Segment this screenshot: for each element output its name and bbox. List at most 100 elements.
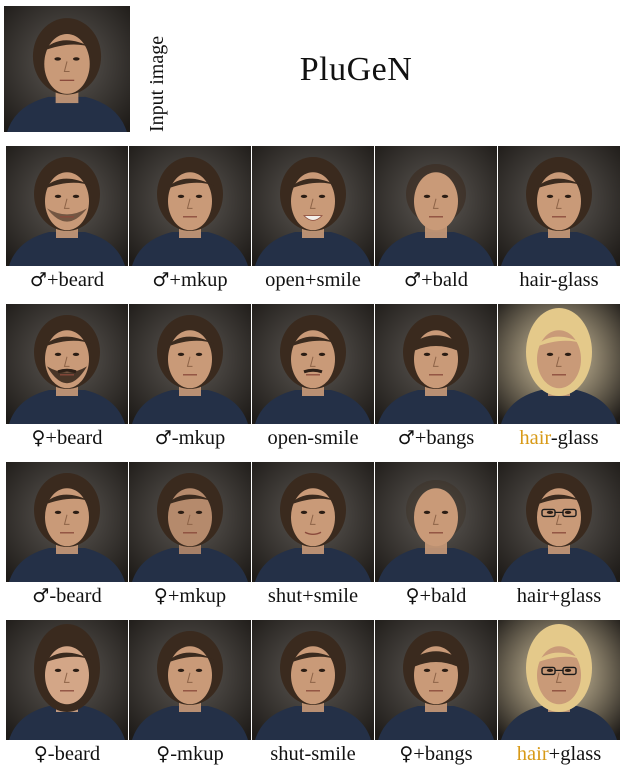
result-cell: ♂-beard — [6, 462, 128, 620]
result-cell: ♀+bangs — [375, 620, 497, 778]
attribute-caption: hair+glass — [492, 583, 626, 609]
generated-face-image — [375, 620, 497, 740]
caption-text: shut+smile — [267, 585, 359, 607]
result-cell: shut+smile — [252, 462, 374, 620]
gender-symbol: ♀ — [405, 585, 420, 607]
gender-symbol: ♂ — [154, 427, 172, 449]
result-cell: ♀+beard — [6, 304, 128, 462]
caption-text: open+smile — [265, 269, 361, 291]
attribute-caption: hair+glass — [492, 741, 626, 767]
generated-face-image — [375, 146, 497, 266]
gender-symbol: ♂ — [29, 269, 47, 291]
result-cell: open-smile — [252, 304, 374, 462]
generated-face-image — [498, 620, 620, 740]
generated-face-image — [129, 304, 251, 424]
attribute-caption: shut-smile — [246, 741, 380, 767]
gender-symbol: ♀ — [156, 743, 171, 765]
attribute-caption: ♂+beard — [0, 267, 134, 293]
result-cell: ♂-mkup — [129, 304, 251, 462]
grid-row: ♂+beard ♂+mkup open+smile ♂+bald hair-gl… — [6, 146, 620, 304]
generated-face-image — [252, 620, 374, 740]
caption-text: -mkup — [171, 427, 226, 449]
caption-text: +bald — [419, 585, 467, 607]
gender-symbol: ♀ — [153, 585, 168, 607]
caption-highlight: hair — [516, 743, 549, 765]
result-cell: ♂+bangs — [375, 304, 497, 462]
attribute-caption: open+smile — [246, 267, 380, 293]
result-cell: hair+glass — [498, 462, 620, 620]
generated-face-image — [375, 304, 497, 424]
grid-row: ♂-beard ♀+mkup shut+smile ♀+bald hair+gl… — [6, 462, 620, 620]
caption-text: +bangs — [413, 743, 473, 765]
gender-symbol: ♀ — [399, 743, 414, 765]
caption-text: -beard — [47, 743, 101, 765]
attribute-caption: ♀+beard — [0, 425, 134, 451]
caption-text: +bald — [421, 269, 468, 291]
input-image — [4, 6, 130, 132]
generated-face-image — [6, 462, 128, 582]
result-cell: ♀-beard — [6, 620, 128, 778]
input-image-label: Input image — [146, 35, 168, 132]
generated-face-image — [129, 462, 251, 582]
result-cell: ♂+beard — [6, 146, 128, 304]
caption-text: -mkup — [170, 743, 224, 765]
caption-text: hair+glass — [516, 585, 602, 607]
generated-face-image — [129, 146, 251, 266]
grid-row: ♀+beard ♂-mkup open-smile ♂+bangs hair-g… — [6, 304, 620, 462]
generated-face-image — [252, 146, 374, 266]
result-cell: ♀+mkup — [129, 462, 251, 620]
caption-text: +mkup — [169, 269, 228, 291]
generated-face-image — [252, 462, 374, 582]
attribute-caption: open-smile — [246, 425, 380, 451]
gender-symbol: ♀ — [31, 427, 46, 449]
caption-text: +beard — [46, 269, 105, 291]
caption-text: -glass — [550, 427, 599, 449]
generated-face-image — [129, 620, 251, 740]
attribute-caption: ♂+bangs — [369, 425, 503, 451]
caption-highlight: hair — [519, 427, 551, 449]
generated-face-image — [6, 304, 128, 424]
attribute-caption: hair-glass — [492, 267, 626, 293]
generated-face-image — [6, 146, 128, 266]
attribute-caption: ♀+bangs — [369, 741, 503, 767]
result-cell: hair+glass — [498, 620, 620, 778]
attribute-caption: ♀+mkup — [123, 583, 257, 609]
caption-text: -beard — [49, 585, 102, 607]
result-grid: ♂+beard ♂+mkup open+smile ♂+bald hair-gl… — [6, 146, 620, 778]
gender-symbol: ♂ — [404, 269, 422, 291]
attribute-caption: shut+smile — [246, 583, 380, 609]
attribute-caption: ♀-mkup — [123, 741, 257, 767]
caption-text: shut-smile — [270, 743, 356, 765]
generated-face-image — [498, 462, 620, 582]
caption-text: +bangs — [414, 427, 475, 449]
gender-symbol: ♂ — [152, 269, 170, 291]
attribute-caption: ♂+bald — [369, 267, 503, 293]
result-cell: hair-glass — [498, 304, 620, 462]
generated-face-image — [252, 304, 374, 424]
attribute-caption: ♂+mkup — [123, 267, 257, 293]
caption-text: +glass — [548, 743, 602, 765]
gender-symbol: ♂ — [32, 585, 50, 607]
generated-face-image — [375, 462, 497, 582]
result-cell: ♀-mkup — [129, 620, 251, 778]
result-cell: open+smile — [252, 146, 374, 304]
gender-symbol: ♂ — [397, 427, 415, 449]
attribute-caption: ♀-beard — [0, 741, 134, 767]
method-title: PluGeN — [299, 51, 413, 88]
result-cell: ♂+bald — [375, 146, 497, 304]
caption-text: hair-glass — [519, 269, 599, 291]
result-cell: hair-glass — [498, 146, 620, 304]
gender-symbol: ♀ — [33, 743, 48, 765]
generated-face-image — [498, 304, 620, 424]
result-cell: ♀+bald — [375, 462, 497, 620]
caption-text: +beard — [45, 427, 103, 449]
caption-text: +mkup — [167, 585, 227, 607]
result-cell: ♂+mkup — [129, 146, 251, 304]
result-cell: shut-smile — [252, 620, 374, 778]
caption-text: open-smile — [267, 427, 359, 449]
generated-face-image — [498, 146, 620, 266]
grid-row: ♀-beard ♀-mkup shut-smile ♀+bangs hair+g… — [6, 620, 620, 778]
attribute-caption: ♀+bald — [369, 583, 503, 609]
generated-face-image — [6, 620, 128, 740]
attribute-caption: ♂-mkup — [123, 425, 257, 451]
